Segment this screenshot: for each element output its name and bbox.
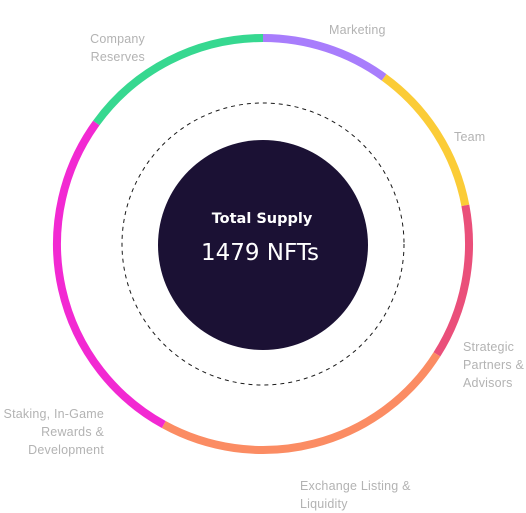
center-title: Total Supply <box>212 211 313 227</box>
dashed-inner-ring <box>121 102 405 386</box>
donut-slice-strategic <box>433 204 473 357</box>
donut-slice-company <box>93 34 264 126</box>
slice-label-exchange-listing: Exchange Listing & Liquidity <box>300 479 411 511</box>
donut-ring <box>53 34 473 454</box>
center-value: 1479 NFTs <box>201 240 319 266</box>
donut-slice-marketing <box>262 34 387 81</box>
donut-slice-team <box>381 74 470 207</box>
slice-label-marketing: Marketing <box>329 23 386 37</box>
slice-label-staking: Staking, In-Game Rewards & Development <box>3 407 104 457</box>
slice-label-company-reserves: Company Reserves <box>90 32 145 64</box>
donut-slice-exchange <box>161 352 441 454</box>
slice-label-strategic-partners: Strategic Partners & Advisors <box>463 340 525 390</box>
center-disc <box>158 140 368 350</box>
slice-label-team: Team <box>454 130 486 144</box>
donut-slice-staking <box>53 120 166 429</box>
